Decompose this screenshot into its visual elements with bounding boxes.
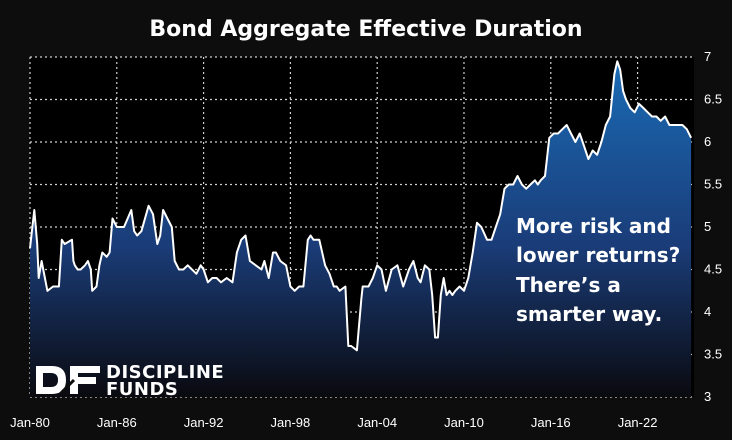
x-tick-label: Jan-10 — [444, 415, 484, 430]
x-tick-label: Jan-16 — [531, 415, 571, 430]
x-tick-label: Jan-86 — [97, 415, 137, 430]
annotation-line-3: There’s a — [516, 273, 621, 297]
x-axis: Jan-80 Jan-86 Jan-92 Jan-98 Jan-04 Jan-10 Jan-… — [10, 415, 657, 430]
y-tick-label: 3.5 — [704, 347, 722, 362]
x-tick-label: Jan-04 — [357, 415, 397, 430]
x-tick-label: Jan-98 — [271, 415, 311, 430]
y-tick-label: 6.5 — [704, 92, 722, 107]
chart-title: Bond Aggregate Effective Duration — [149, 17, 582, 42]
x-tick-label: Jan-92 — [184, 415, 224, 430]
area-layer — [29, 60, 692, 398]
annotation-line-4: smarter way. — [516, 302, 662, 326]
y-tick-label: 6 — [704, 134, 711, 149]
logo-line-1: DISCIPLINE — [106, 362, 224, 383]
series-line-0 — [29, 60, 692, 352]
df-logo-mark-icon — [36, 366, 100, 396]
x-tick-label: Jan-22 — [618, 415, 658, 430]
annotation-line-2: lower returns? — [516, 243, 680, 267]
y-tick-label: 4 — [704, 304, 711, 319]
x-tick-label: Jan-80 — [10, 415, 50, 430]
y-axis: 3 3.5 4 4.5 5 5.5 6 6.5 7 — [704, 49, 722, 404]
logo-line-2: FUNDS — [106, 379, 178, 400]
y-tick-label: 5.5 — [704, 177, 722, 192]
discipline-funds-logo: DISCIPLINE FUNDS — [36, 362, 224, 400]
y-tick-label: 3 — [704, 389, 711, 404]
annotation-line-1: More risk and — [516, 214, 671, 238]
series-area-0 — [30, 61, 692, 398]
annotation: More risk and lower returns? There’s a s… — [516, 214, 680, 326]
y-tick-label: 5 — [704, 219, 711, 234]
y-tick-label: 4.5 — [704, 262, 722, 277]
y-tick-label: 7 — [704, 49, 711, 64]
